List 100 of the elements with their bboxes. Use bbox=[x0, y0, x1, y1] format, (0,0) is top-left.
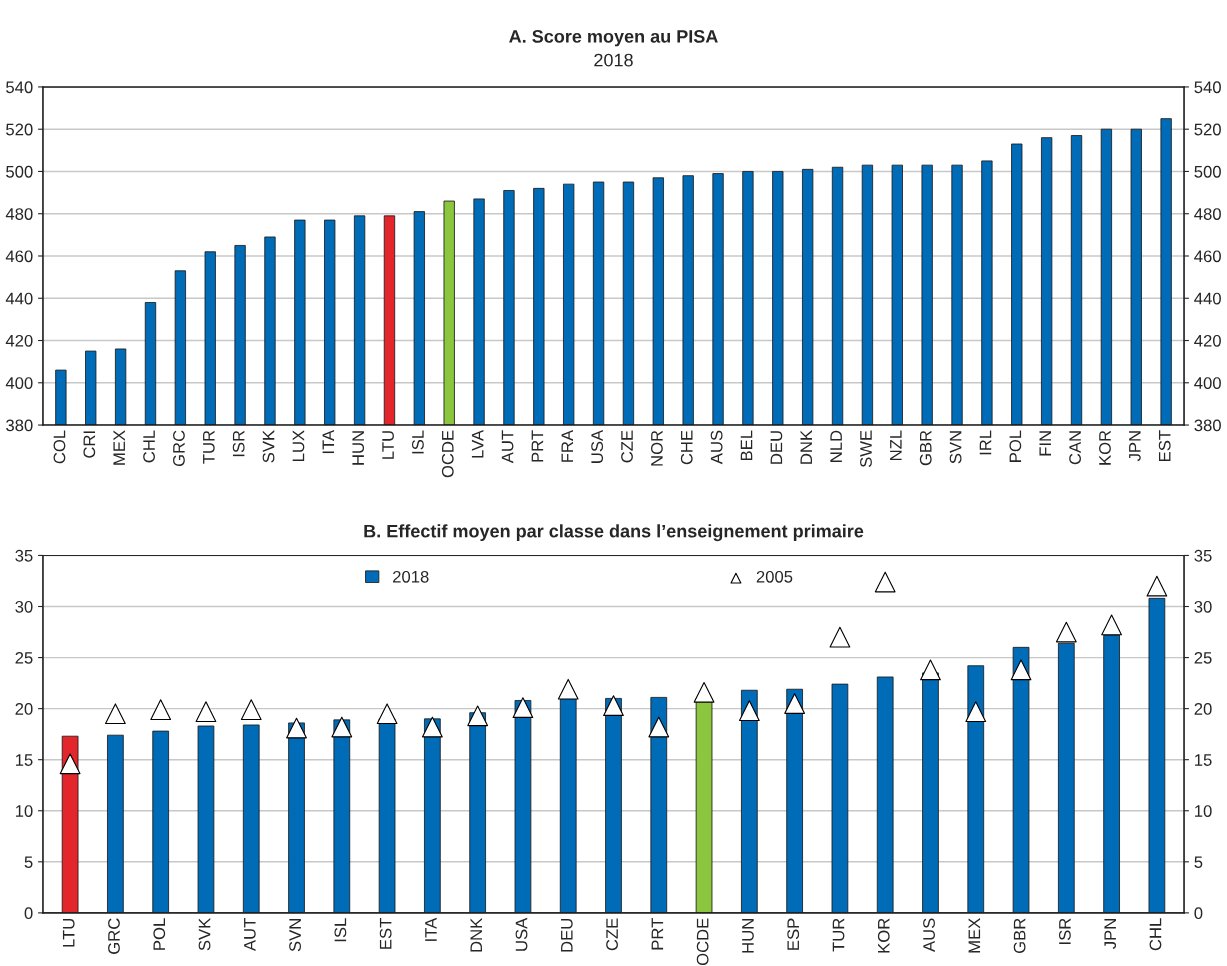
x-tick-label: FIN bbox=[1039, 431, 1051, 456]
y-tick-label: 500 bbox=[6, 165, 33, 178]
point bbox=[286, 717, 307, 739]
x-tick-label: LVA bbox=[471, 429, 484, 458]
x-tick-label: ISR bbox=[232, 430, 245, 457]
y2-tick-label: 400 bbox=[1194, 377, 1221, 389]
x-tick-label: PRT bbox=[531, 430, 544, 462]
point bbox=[693, 681, 715, 703]
x-tick-label: EST bbox=[379, 918, 392, 949]
x-tick-label: MEX bbox=[968, 918, 981, 953]
x-tick-label: CRI bbox=[83, 431, 96, 458]
y-tick-label: 520 bbox=[6, 123, 33, 136]
x-tick-label: SWE bbox=[860, 430, 872, 468]
y-tick-label: 25 bbox=[15, 651, 33, 664]
y-tick-label: 440 bbox=[5, 292, 33, 305]
x-tick-label: PRT bbox=[651, 918, 664, 950]
y-tick-label: 15 bbox=[15, 754, 33, 766]
y2-tick-label: 25 bbox=[1194, 651, 1212, 664]
point bbox=[512, 697, 534, 718]
x-tick-label: HUN bbox=[352, 431, 365, 465]
x-tick-label: GRC bbox=[108, 918, 120, 954]
legend-label: 2005 bbox=[756, 570, 793, 583]
x-tick-label: ISR bbox=[1058, 918, 1071, 944]
x-tick-label: SVK bbox=[262, 430, 275, 463]
x-tick-label: ESP bbox=[787, 918, 800, 950]
y2-tick-label: 30 bbox=[1194, 600, 1212, 613]
x-tick-label: JPN bbox=[1104, 919, 1117, 949]
x-tick-label: AUT bbox=[501, 430, 514, 464]
x-tick-label: CAN bbox=[1069, 431, 1081, 465]
point bbox=[603, 695, 624, 716]
x-tick-label: OCDE bbox=[441, 430, 454, 478]
y2-tick-label: 20 bbox=[1194, 703, 1212, 715]
x-tick-label: CZE bbox=[606, 918, 618, 951]
x-tick-label: AUS bbox=[710, 430, 723, 465]
y-tick-label: 10 bbox=[15, 805, 33, 817]
y2-tick-label: 380 bbox=[1194, 419, 1221, 432]
x-tick-label: AUT bbox=[244, 918, 256, 952]
x-tick-label: HUN bbox=[742, 919, 754, 953]
y2-tick-label: 10 bbox=[1195, 805, 1212, 817]
x-tick-label: OCDE bbox=[696, 918, 709, 966]
x-tick-label: GRC bbox=[173, 430, 185, 467]
x-tick-label: GBR bbox=[919, 430, 932, 466]
x-tick-label: DEU bbox=[561, 919, 573, 952]
x-tick-label: KOR bbox=[877, 918, 890, 953]
point bbox=[331, 716, 353, 738]
x-tick-label: IRL bbox=[979, 430, 992, 455]
chart-title: B. Effectif moyen par classe dans l’enseignement primaire bbox=[364, 524, 864, 542]
point bbox=[1010, 659, 1032, 681]
y-tick-label: 420 bbox=[5, 334, 33, 347]
x-tick-label: CZE bbox=[621, 430, 633, 463]
x-tick-label: ITA bbox=[425, 917, 437, 941]
chart-title: A. Score moyen au PISA bbox=[509, 30, 718, 47]
x-tick-label: EST bbox=[1158, 430, 1171, 461]
x-tick-label: NZL bbox=[890, 430, 902, 461]
y-tick-label: 30 bbox=[15, 600, 33, 613]
y-tick-label: 460 bbox=[5, 250, 33, 263]
x-tick-label: TUR bbox=[203, 430, 215, 464]
y2-tick-label: 480 bbox=[1194, 208, 1221, 220]
x-tick-label: MEX bbox=[113, 430, 125, 465]
x-tick-label: SVN bbox=[949, 431, 962, 464]
x-tick-label: LTU bbox=[62, 919, 75, 947]
point bbox=[421, 716, 443, 738]
y2-tick-label: 540 bbox=[1194, 81, 1221, 94]
x-tick-label: DNK bbox=[470, 917, 482, 952]
y2-tick-label: 5 bbox=[1194, 856, 1203, 869]
point bbox=[738, 700, 760, 722]
y2-tick-label: 500 bbox=[1194, 165, 1221, 178]
y2-tick-label: 15 bbox=[1195, 754, 1212, 766]
y2-tick-label: 440 bbox=[1194, 292, 1221, 305]
x-tick-label: COL bbox=[53, 430, 66, 464]
x-tick-label: BEL bbox=[740, 430, 753, 461]
x-tick-label: POL bbox=[1009, 430, 1022, 462]
x-tick-label: USA bbox=[591, 429, 604, 463]
y-tick-label: 380 bbox=[6, 419, 33, 432]
y2-tick-label: 520 bbox=[1194, 123, 1221, 136]
y-tick-label: 400 bbox=[5, 377, 33, 389]
x-tick-label: GBR bbox=[1013, 918, 1026, 954]
x-tick-label: ITA bbox=[322, 429, 335, 454]
point bbox=[784, 693, 806, 714]
x-tick-label: NOR bbox=[650, 430, 663, 466]
x-tick-label: USA bbox=[515, 917, 528, 951]
x-tick-label: POL bbox=[153, 918, 166, 950]
y2-tick-label: 0 bbox=[1194, 907, 1203, 920]
x-tick-label: DEU bbox=[770, 431, 783, 464]
x-tick-label: KOR bbox=[1099, 430, 1111, 465]
y2-tick-label: 420 bbox=[1194, 334, 1221, 347]
chart-subtitle: 2018 bbox=[594, 53, 633, 67]
point bbox=[376, 703, 398, 725]
point bbox=[920, 659, 941, 681]
y-tick-label: 5 bbox=[24, 856, 33, 869]
x-tick-label: ISL bbox=[412, 430, 424, 454]
x-tick-label: SVK bbox=[198, 917, 211, 951]
x-tick-label: CHL bbox=[1149, 918, 1162, 951]
point bbox=[467, 705, 489, 727]
x-tick-label: ISL bbox=[334, 918, 347, 942]
y-tick-label: 540 bbox=[6, 81, 33, 94]
y-tick-label: 480 bbox=[5, 208, 33, 220]
x-tick-label: DNK bbox=[800, 430, 812, 464]
x-tick-label: NLD bbox=[830, 430, 842, 462]
point bbox=[59, 753, 81, 775]
